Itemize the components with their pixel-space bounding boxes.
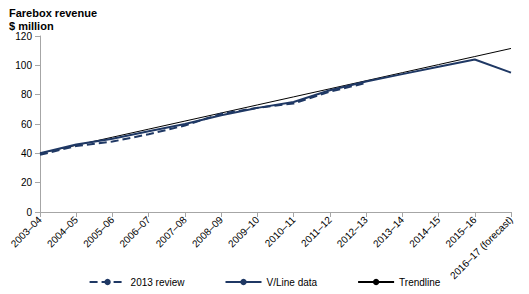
- svg-text:2010–11: 2010–11: [263, 214, 298, 249]
- svg-text:Farebox revenue: Farebox revenue: [9, 7, 97, 19]
- svg-text:Trendline: Trendline: [399, 277, 441, 288]
- svg-text:2015–16: 2015–16: [443, 214, 479, 250]
- svg-text:80: 80: [21, 89, 33, 100]
- svg-text:60: 60: [21, 119, 33, 130]
- svg-text:20: 20: [21, 177, 33, 188]
- svg-text:V/Line data: V/Line data: [267, 277, 318, 288]
- svg-text:2005–06: 2005–06: [81, 214, 117, 250]
- svg-text:2013 review: 2013 review: [131, 277, 186, 288]
- svg-text:120: 120: [15, 31, 32, 42]
- svg-text:2009–10: 2009–10: [226, 214, 262, 250]
- svg-text:2016–17 (forecast): 2016–17 (forecast): [448, 214, 515, 281]
- svg-text:100: 100: [15, 60, 32, 71]
- svg-text:2013–14: 2013–14: [371, 214, 407, 250]
- svg-text:0: 0: [26, 207, 32, 218]
- svg-text:2004–05: 2004–05: [45, 214, 81, 250]
- svg-text:2006–07: 2006–07: [117, 214, 153, 250]
- svg-text:2012–13: 2012–13: [335, 214, 371, 250]
- svg-text:$ million: $ million: [9, 20, 54, 32]
- svg-text:2008–09: 2008–09: [190, 214, 226, 250]
- svg-text:2007–08: 2007–08: [154, 214, 190, 250]
- svg-text:2014–15: 2014–15: [407, 214, 443, 250]
- svg-text:2003–04: 2003–04: [9, 214, 45, 250]
- svg-text:2011–12: 2011–12: [299, 214, 334, 249]
- svg-text:40: 40: [21, 148, 33, 159]
